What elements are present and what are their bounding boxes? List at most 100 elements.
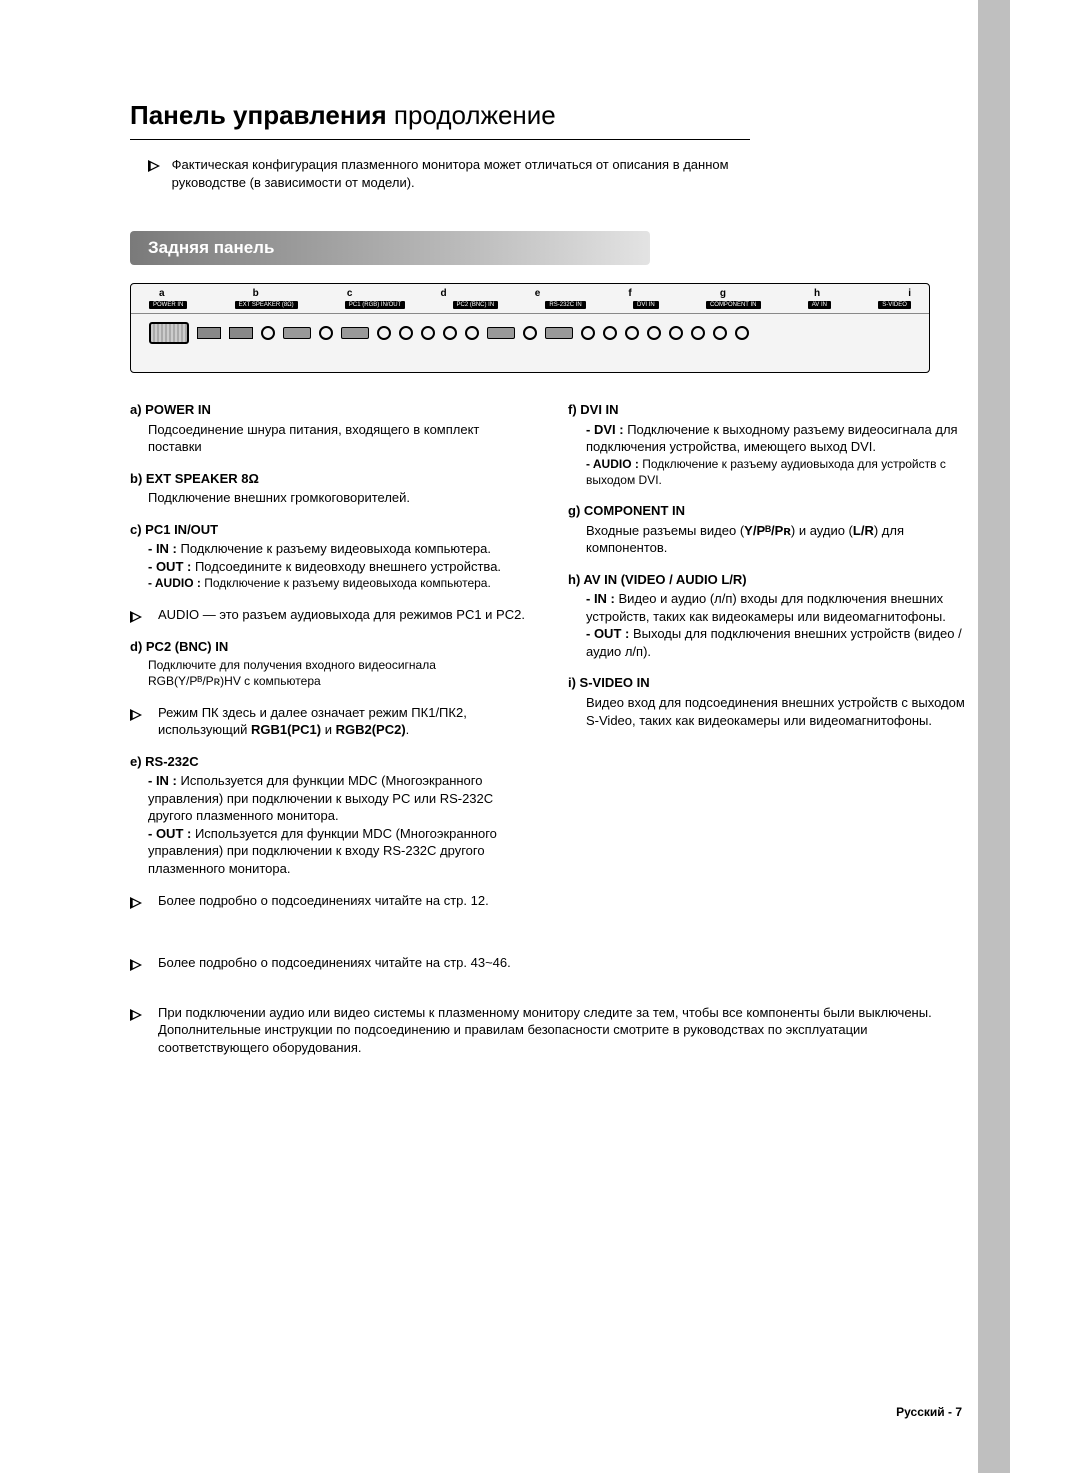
round-port-icon <box>647 326 661 340</box>
page-number: Русский - 7 <box>896 1405 962 1419</box>
desc-item: f) DVI IN - DVI : Подключение к выходном… <box>568 401 970 488</box>
panel-label: c <box>347 288 353 299</box>
left-column: a) POWER IN Подсоединение шнура питания,… <box>130 401 532 923</box>
line-prefix: - OUT : <box>586 626 629 641</box>
round-port-icon <box>319 326 333 340</box>
bullet-arrow-icon <box>130 959 142 971</box>
vga-port-icon <box>487 327 515 339</box>
item-label: h) AV IN (VIDEO / AUDIO L/R) <box>568 571 970 589</box>
bullet-arrow-icon <box>130 897 142 909</box>
line-text: Подключение к разъему видеовыхода компью… <box>204 576 491 590</box>
svideo-port-icon <box>735 326 749 340</box>
desc-item: h) AV IN (VIDEO / AUDIO L/R) - IN : Виде… <box>568 571 970 661</box>
bullet-arrow-icon <box>130 611 142 623</box>
bullet-arrow-icon <box>130 1009 142 1021</box>
port-group-label: PC1 (RGB) IN/OUT <box>345 301 405 309</box>
page-title: Панель управления продолжение <box>130 100 970 131</box>
line-text: Используется для функции MDC (Многоэкран… <box>148 773 493 823</box>
line-text: Видео и аудио (л/п) входы для подключени… <box>586 591 946 624</box>
item-label: g) COMPONENT IN <box>568 502 970 520</box>
power-socket-icon <box>149 322 189 344</box>
panel-label: g <box>720 288 726 299</box>
panel-label: i <box>908 288 911 299</box>
desc-item: a) POWER IN Подсоединение шнура питания,… <box>130 401 532 456</box>
port-group-label: EXT SPEAKER (8Ω) <box>235 301 298 309</box>
line-text: Подключение к выходному разъему видеосиг… <box>586 422 958 455</box>
line-text: Подключение к разъему видеовыхода компью… <box>181 541 491 556</box>
note-text: AUDIO — это разъем аудиовыхода для режим… <box>158 606 532 624</box>
section-header: Задняя панель <box>130 231 650 265</box>
item-line: - OUT : Используется для функции MDC (Мн… <box>148 825 532 878</box>
port-group-label: PC2 (BNC) IN <box>453 301 499 309</box>
item-label: f) DVI IN <box>568 401 970 419</box>
note-row: Более подробно о подсоединениях читайте … <box>130 892 532 910</box>
line-prefix: - OUT : <box>148 826 191 841</box>
note-text: Более подробно о подсоединениях читайте … <box>158 954 970 972</box>
round-port-icon <box>443 326 457 340</box>
port-group-label: COMPONENT IN <box>706 301 761 309</box>
item-line: - OUT : Подсоедините к видеовходу внешне… <box>148 558 532 576</box>
note-row: Режим ПК здесь и далее означает режим ПК… <box>130 704 532 739</box>
item-label: e) RS-232C <box>130 753 532 771</box>
line-text: Подключение к разъему аудиовыхода для ус… <box>586 457 946 487</box>
note-row: Более подробно о подсоединениях читайте … <box>130 954 970 972</box>
vga-port-icon <box>283 327 311 339</box>
side-accent-bar <box>978 0 1010 1473</box>
intro-block: Фактическая конфигурация плазменного мон… <box>148 156 970 191</box>
item-label: i) S-VIDEO IN <box>568 674 970 692</box>
panel-letter-row: a b c d e f g h i <box>131 284 929 299</box>
item-body: Подсоединение шнура питания, входящего в… <box>148 421 532 456</box>
panel-label: b <box>253 288 259 299</box>
item-line: - DVI : Подключение к выходному разъему … <box>586 421 970 456</box>
item-label: c) PC1 IN/OUT <box>130 521 532 539</box>
port-group-label: AV IN <box>808 301 831 309</box>
line-text: Подсоедините к видеовходу внешнего устро… <box>195 559 501 574</box>
desc-item: g) COMPONENT IN Входные разъемы видео (Y… <box>568 502 970 557</box>
item-body: Видео вход для подсоединения внешних уст… <box>586 694 970 729</box>
round-port-icon <box>713 326 727 340</box>
port-group-label: S-VIDEO <box>878 301 911 309</box>
panel-label: a <box>159 288 165 299</box>
note-row: AUDIO — это разъем аудиовыхода для режим… <box>130 606 532 624</box>
title-bold: Панель управления <box>130 100 387 130</box>
round-port-icon <box>421 326 435 340</box>
port-group-label: DVI IN <box>633 301 659 309</box>
item-label: b) EXT SPEAKER 8Ω <box>130 470 532 488</box>
round-port-icon <box>581 326 595 340</box>
note-text: Режим ПК здесь и далее означает режим ПК… <box>158 704 532 739</box>
port-group-label: RS-232C IN <box>545 301 585 309</box>
item-line: - IN : Видео и аудио (л/п) входы для под… <box>586 590 970 625</box>
panel-label: e <box>535 288 541 299</box>
round-port-icon <box>625 326 639 340</box>
desc-item: b) EXT SPEAKER 8Ω Подключение внешних гр… <box>130 470 532 507</box>
round-port-icon <box>691 326 705 340</box>
round-port-icon <box>261 326 275 340</box>
note-text: Более подробно о подсоединениях читайте … <box>158 892 532 910</box>
item-line: - IN : Используется для функции MDC (Мно… <box>148 772 532 825</box>
line-prefix: - IN : <box>148 773 177 788</box>
port-group-label: POWER IN <box>149 301 187 309</box>
item-label: d) PC2 (BNC) IN <box>130 638 532 656</box>
terminal-icon <box>229 327 253 339</box>
line-text: Выходы для подключения внешних устройств… <box>586 626 962 659</box>
item-line: - AUDIO : Подключение к разъему видеовых… <box>148 575 532 591</box>
round-port-icon <box>465 326 479 340</box>
item-line: - AUDIO : Подключение к разъему аудиовых… <box>586 456 970 488</box>
line-prefix: - AUDIO : <box>148 576 201 590</box>
desc-item: c) PC1 IN/OUT - IN : Подключение к разъе… <box>130 521 532 592</box>
title-underline <box>130 139 750 140</box>
desc-item: d) PC2 (BNC) IN Подключите для получения… <box>130 638 532 690</box>
panel-label: d <box>441 288 447 299</box>
round-port-icon <box>603 326 617 340</box>
panel-label: f <box>628 288 631 299</box>
round-port-icon <box>399 326 413 340</box>
item-body: Входные разъемы видео (Y/Pᴮ/Pʀ) и аудио … <box>586 522 970 557</box>
line-prefix: - IN : <box>148 541 177 556</box>
line-text: Используется для функции MDC (Многоэкран… <box>148 826 497 876</box>
note-text: При подключении аудио или видео системы … <box>158 1004 970 1057</box>
panel-group-row: POWER IN EXT SPEAKER (8Ω) PC1 (RGB) IN/O… <box>131 299 929 309</box>
round-port-icon <box>523 326 537 340</box>
item-line: - IN : Подключение к разъему видеовыхода… <box>148 540 532 558</box>
item-body: Подключение внешних громкоговорителей. <box>148 489 532 507</box>
panel-ports-row <box>131 313 929 351</box>
